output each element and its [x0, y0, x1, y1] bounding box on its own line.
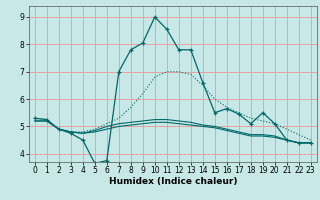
X-axis label: Humidex (Indice chaleur): Humidex (Indice chaleur): [108, 177, 237, 186]
